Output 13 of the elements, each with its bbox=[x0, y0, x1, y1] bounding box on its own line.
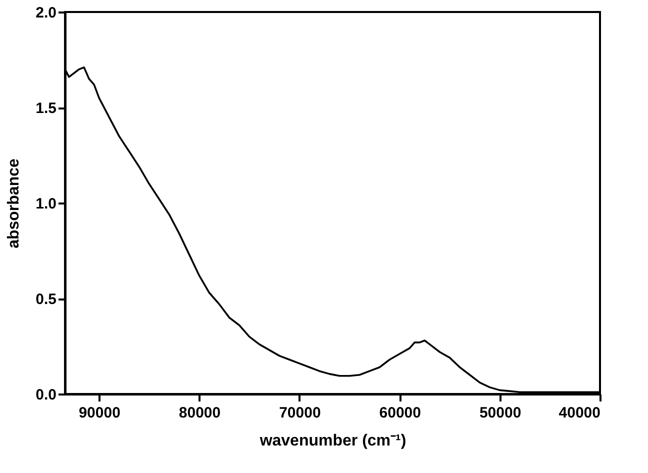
y-tick-label: 1.0 bbox=[36, 196, 56, 212]
y-tick-label: 2.0 bbox=[36, 4, 56, 22]
y-tick-label: 0.5 bbox=[36, 291, 56, 308]
x-tick-label: 90000 bbox=[78, 404, 120, 422]
x-tick-label: 50000 bbox=[479, 404, 522, 422]
x-tick-label: 60000 bbox=[379, 404, 421, 422]
y-tick-label: 1.5 bbox=[36, 100, 56, 117]
x-tick-label: 40000 bbox=[558, 404, 600, 422]
y-axis-title: absorbance bbox=[6, 158, 23, 248]
y-tick-label: 0.0 bbox=[36, 386, 56, 404]
x-axis-title: wavenumber (cm⁻¹) bbox=[258, 432, 406, 450]
x-tick-label: 80000 bbox=[178, 404, 221, 422]
x-tick-label: 70000 bbox=[279, 404, 321, 422]
